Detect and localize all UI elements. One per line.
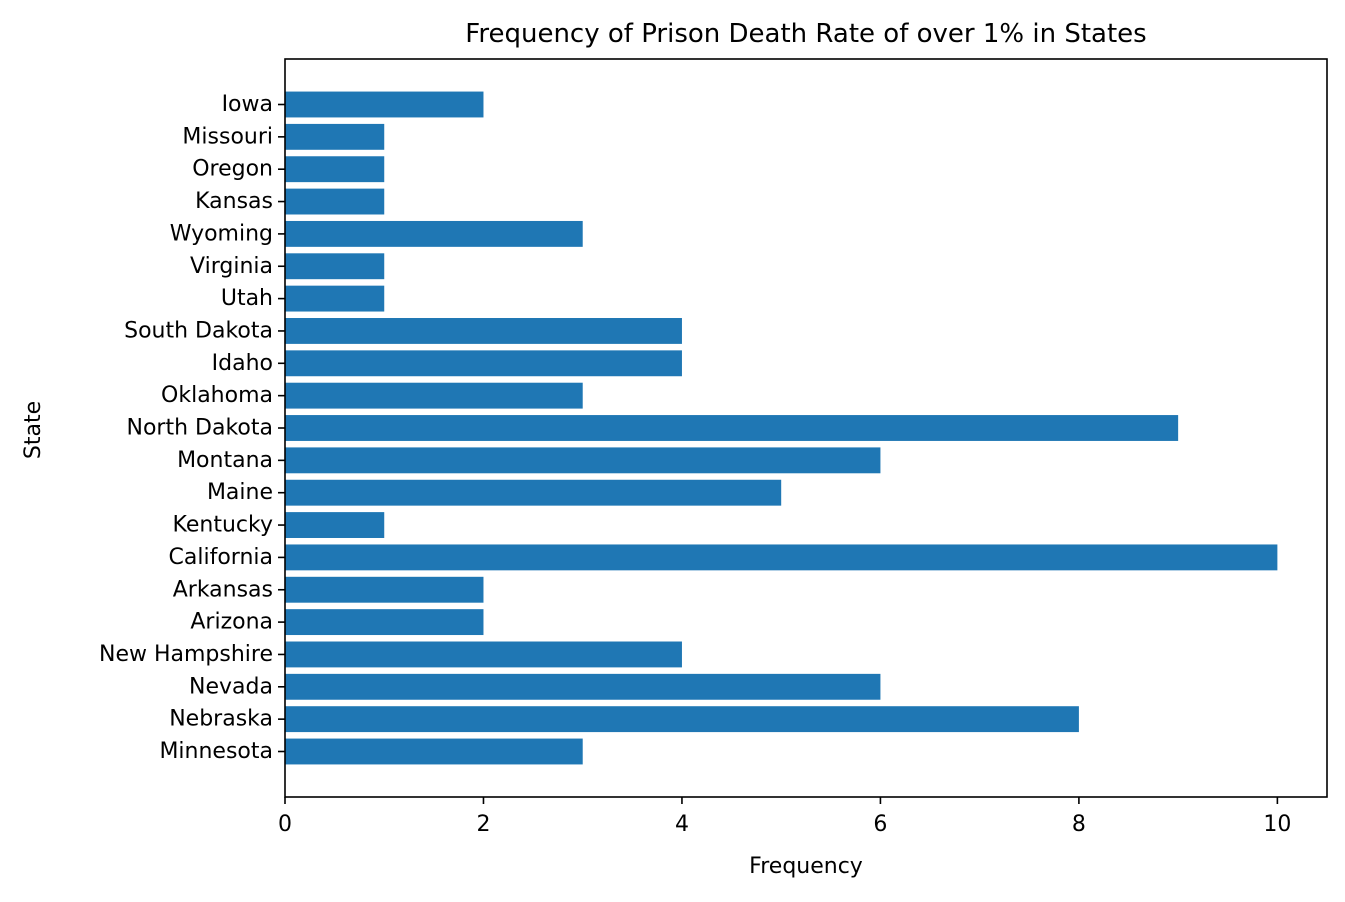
x-tick-label-10: 10	[1263, 812, 1291, 837]
y-tick-label-new-hampshire: New Hampshire	[99, 642, 273, 667]
bar-oklahoma	[285, 382, 583, 409]
bar-utah	[285, 285, 385, 312]
y-tick-label-arizona: Arizona	[190, 610, 273, 635]
y-tick-label-missouri: Missouri	[182, 124, 273, 149]
y-tick-label-kansas: Kansas	[195, 189, 273, 214]
y-tick-label-virginia: Virginia	[190, 254, 273, 279]
bar-montana	[285, 447, 881, 474]
y-tick-label-nevada: Nevada	[189, 674, 273, 699]
bar-kentucky	[285, 512, 385, 538]
y-tick-label-montana: Montana	[177, 448, 273, 473]
bar-south-dakota	[285, 318, 682, 344]
bar-idaho	[285, 350, 682, 377]
bar-kansas	[285, 188, 385, 215]
y-tick-label-oregon: Oregon	[192, 157, 273, 182]
chart-title: Frequency of Prison Death Rate of over 1…	[465, 19, 1146, 49]
y-tick-label-arkansas: Arkansas	[173, 577, 273, 602]
bar-north-dakota	[285, 415, 1179, 441]
bar-california	[285, 544, 1278, 571]
x-tick-label-8: 8	[1072, 812, 1086, 837]
bar-maine	[285, 479, 782, 506]
y-axis-ticks: Minnesota Nebraska Nevada New Hampshire Ariz…	[99, 92, 285, 764]
bar-nevada	[285, 673, 881, 700]
bar-wyoming	[285, 220, 583, 247]
bars-group	[285, 91, 1278, 765]
x-axis-ticks: 0 2 4 6 8 10	[278, 797, 1291, 837]
bar-new-hampshire	[285, 641, 682, 668]
y-tick-label-north-dakota: North Dakota	[127, 416, 273, 441]
y-tick-label-minnesota: Minnesota	[159, 739, 273, 764]
y-tick-label-south-dakota: South Dakota	[124, 318, 273, 343]
bar-iowa	[285, 91, 484, 118]
bar-virginia	[285, 253, 385, 280]
y-tick-label-nebraska: Nebraska	[169, 707, 273, 732]
x-tick-label-0: 0	[278, 812, 292, 837]
y-tick-label-iowa: Iowa	[222, 92, 273, 117]
y-tick-label-idaho: Idaho	[212, 351, 273, 376]
bar-nebraska	[285, 706, 1079, 733]
x-tick-label-6: 6	[873, 812, 887, 837]
bar-arizona	[285, 609, 484, 636]
y-tick-label-wyoming: Wyoming	[170, 221, 273, 246]
y-tick-label-utah: Utah	[221, 286, 273, 311]
y-tick-label-kentucky: Kentucky	[173, 513, 273, 538]
plot-frame	[284, 58, 1328, 798]
y-tick-label-oklahoma: Oklahoma	[161, 383, 273, 408]
bar-arkansas	[285, 576, 484, 603]
bar-missouri	[285, 123, 385, 150]
x-tick-label-2: 2	[476, 812, 490, 837]
bar-oregon	[285, 156, 385, 183]
y-axis-label: State	[21, 401, 46, 459]
x-axis-label: Frequency	[749, 854, 863, 879]
bar-minnesota	[285, 738, 583, 765]
x-tick-label-4: 4	[675, 812, 689, 837]
y-tick-label-california: California	[169, 545, 273, 570]
y-tick-label-maine: Maine	[207, 480, 273, 505]
